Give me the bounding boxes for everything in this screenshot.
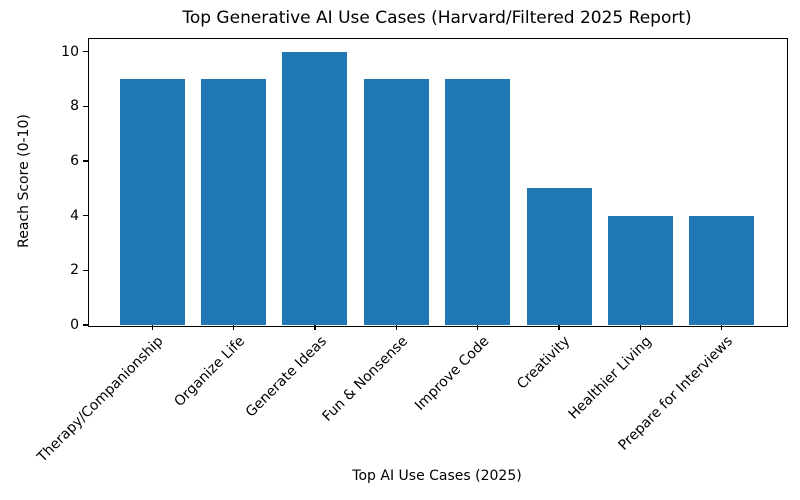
y-tick-label: 8 bbox=[70, 98, 79, 115]
y-tick bbox=[83, 105, 88, 107]
x-tick-label: Improve Code bbox=[411, 333, 493, 414]
bar bbox=[119, 79, 185, 325]
plot-area bbox=[88, 38, 788, 327]
x-tick bbox=[477, 325, 479, 330]
bar bbox=[607, 215, 673, 325]
y-tick bbox=[83, 51, 88, 53]
x-tick bbox=[395, 325, 397, 330]
x-tick bbox=[233, 325, 235, 330]
x-tick bbox=[721, 325, 723, 330]
y-tick-label: 0 bbox=[70, 317, 79, 333]
y-tick bbox=[83, 215, 88, 217]
y-tick bbox=[83, 269, 88, 271]
y-tick bbox=[83, 324, 88, 326]
x-axis-label: Top AI Use Cases (2025) bbox=[352, 468, 522, 484]
x-tick-label: Organize Life bbox=[171, 333, 249, 410]
bar bbox=[526, 188, 592, 325]
bar bbox=[689, 215, 755, 325]
x-tick-label: Generate Ideas bbox=[242, 333, 330, 421]
x-tick-label: Healthier Living bbox=[565, 333, 656, 423]
bar bbox=[282, 51, 348, 325]
x-tick bbox=[558, 325, 560, 330]
y-tick-label: 4 bbox=[70, 207, 79, 224]
y-tick-label: 10 bbox=[61, 43, 79, 60]
x-tick bbox=[639, 325, 641, 330]
bar bbox=[201, 79, 267, 325]
x-tick-label: Fun & Nonsense bbox=[319, 333, 411, 425]
bar bbox=[363, 79, 429, 325]
x-tick bbox=[151, 325, 153, 330]
x-tick-label: Creativity bbox=[514, 333, 574, 393]
y-tick-label: 2 bbox=[70, 262, 79, 279]
y-tick-label: 6 bbox=[70, 153, 79, 169]
y-axis-label: Reach Score (0-10) bbox=[16, 114, 32, 248]
y-tick bbox=[83, 160, 88, 162]
chart-title: Top Generative AI Use Cases (Harvard/Fil… bbox=[182, 8, 692, 28]
x-tick bbox=[314, 325, 316, 330]
x-tick-label: Therapy/Companionship bbox=[34, 333, 167, 466]
bar bbox=[445, 79, 511, 325]
